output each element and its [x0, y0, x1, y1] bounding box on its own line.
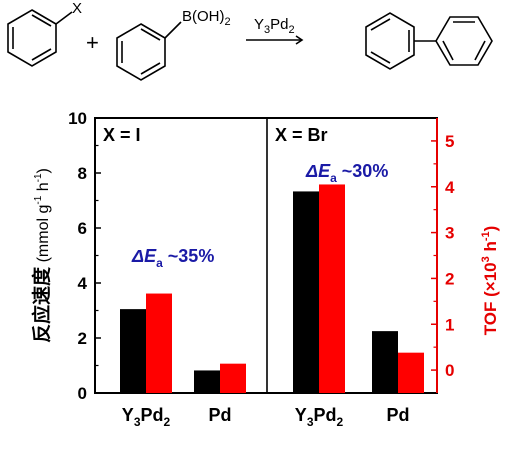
panel-label: X = Br — [275, 125, 328, 145]
activation-energy-annotation: ΔEa ~35% — [131, 246, 214, 270]
category-mid: Pd — [141, 405, 164, 425]
left-tick-label: 8 — [78, 164, 87, 183]
annotation-value: ~30% — [337, 161, 389, 181]
left-tick-label: 0 — [78, 384, 87, 403]
substituent-label: X — [72, 0, 82, 17]
category-mid: Pd — [314, 405, 337, 425]
boronic-group: B(OH) — [182, 8, 225, 25]
right-tick-label: 0 — [445, 361, 454, 380]
bar-tof — [398, 352, 424, 393]
category-sub2: 2 — [164, 415, 171, 429]
boronic-acid-label: B(OH)2 — [182, 8, 231, 28]
boronic-subscript: 2 — [225, 16, 231, 28]
left-tick-label: 6 — [78, 219, 87, 238]
bar-tof — [220, 363, 246, 393]
bar-rate — [194, 370, 220, 393]
category-base: Y — [122, 405, 134, 425]
y-left-label-end: ) — [35, 168, 52, 173]
catalyst-sub1: 3 — [264, 24, 270, 36]
category-base: Pd — [386, 405, 409, 425]
annotation-delta: ΔE — [131, 246, 157, 266]
phenylboronic-ring — [116, 21, 182, 81]
catalyst-sub2: 2 — [289, 24, 295, 36]
bar-rate — [293, 191, 319, 393]
right-tick-label: 3 — [445, 224, 454, 243]
annotation-value: ~35% — [163, 246, 215, 266]
halobenzene-ring — [7, 9, 73, 67]
y-left-label-unit: (mmol g — [35, 205, 52, 267]
annotation-subscript: a — [330, 171, 337, 185]
y-axis-left-label: 反应速度 (mmol g-1 h-1) — [30, 168, 53, 343]
bar-tof — [319, 184, 345, 393]
category-label: Pd — [208, 405, 231, 425]
right-tick-label: 2 — [445, 269, 454, 288]
category-label: Pd — [386, 405, 409, 425]
reaction-scheme — [7, 9, 493, 81]
reaction-arrow — [246, 35, 304, 45]
y-right-label-pre: TOF (×10 — [481, 262, 500, 335]
y-right-label-end: ) — [481, 226, 500, 232]
right-tick-label: 1 — [445, 315, 454, 334]
y-right-label-h: h — [481, 241, 500, 256]
category-sub1: 3 — [134, 415, 141, 429]
y-left-label-h: h — [35, 182, 52, 195]
left-tick-label: 10 — [68, 109, 87, 128]
annotation-subscript: a — [156, 256, 163, 270]
annotation-delta: ΔE — [305, 161, 331, 181]
category-label: Y3Pd2 — [295, 405, 344, 429]
category-sub1: 3 — [307, 415, 314, 429]
catalyst-y: Y — [254, 16, 264, 33]
y-axis-right-label: TOF (×103 h-1) — [480, 226, 500, 336]
right-tick-label: 5 — [445, 132, 454, 151]
y-right-label-sup1: 3 — [480, 256, 492, 262]
left-tick-label: 4 — [78, 274, 88, 293]
category-sub2: 2 — [337, 415, 344, 429]
category-base: Pd — [208, 405, 231, 425]
activation-energy-annotation: ΔEa ~30% — [305, 161, 388, 185]
panel-label: X = I — [103, 125, 141, 145]
biphenyl — [365, 12, 493, 70]
category-base: Y — [295, 405, 307, 425]
y-right-label-sup2: -1 — [480, 231, 492, 241]
bar-rate — [372, 331, 398, 393]
bar-rate — [120, 309, 146, 393]
left-tick-label: 2 — [78, 329, 87, 348]
plus-sign: + — [86, 30, 99, 55]
catalyst-pd: Pd — [270, 16, 288, 33]
catalyst-label: Y3Pd2 — [254, 16, 295, 36]
y-left-label-cjk: 反应速度 — [30, 266, 53, 343]
y-left-label-sup1: -1 — [33, 195, 44, 204]
y-left-label-sup2: -1 — [33, 173, 44, 182]
category-label: Y3Pd2 — [122, 405, 171, 429]
right-tick-label: 4 — [445, 178, 455, 197]
bar-tof — [146, 293, 172, 393]
